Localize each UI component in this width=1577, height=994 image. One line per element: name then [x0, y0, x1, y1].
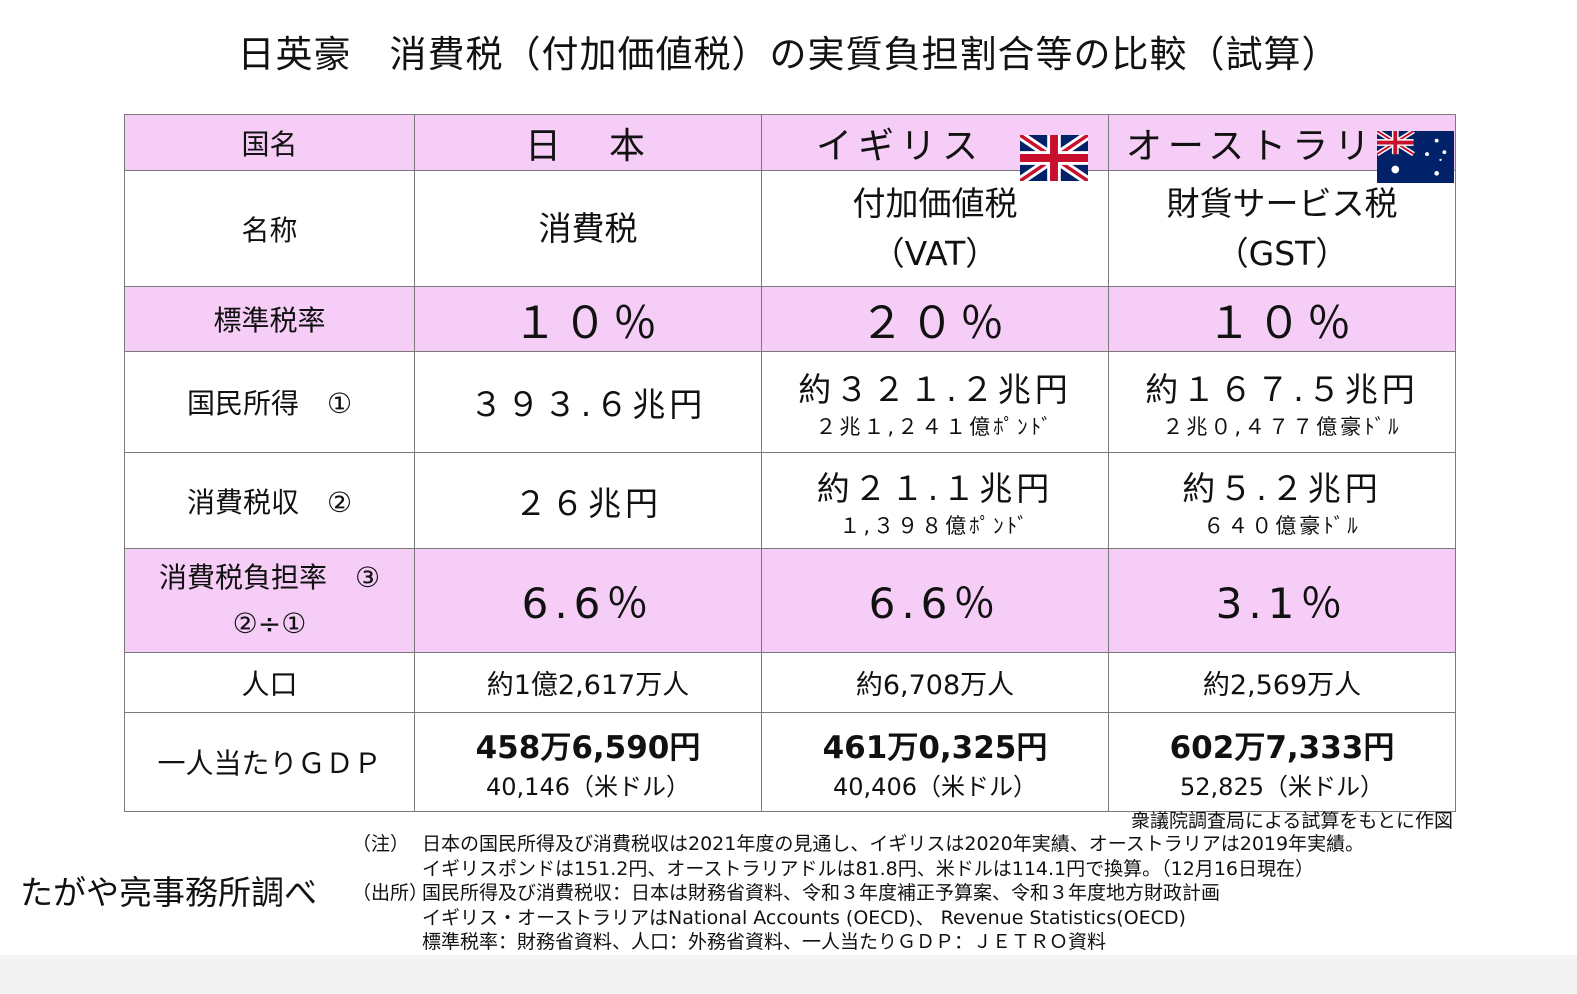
japan-name-cell: 消費税 [414, 170, 762, 287]
uk-burden-cell: 6.6％ [761, 548, 1109, 653]
row-label-income: 国民所得 ① [124, 351, 415, 453]
australia-population-cell: 約2,569万人 [1108, 652, 1456, 713]
note-row: （注） 日本の国民所得及び消費税収は2021年度の見通し、イギリスは2020年実績… [352, 832, 1512, 857]
australia-gdp-cell: 602万7,333円 52,825（米ドル） [1108, 712, 1456, 812]
source-text: 国民所得及び消費税収：日本は財務省資料、令和３年度補正予算案、令和３年度地方財政… [422, 882, 1221, 904]
australia-income-cell: 約１６７.５兆円 ２兆０,４７７億豪ﾄﾞﾙ [1108, 351, 1456, 453]
australia-revenue-cell: 約５.２兆円 ６４０億豪ﾄﾞﾙ [1108, 452, 1456, 549]
uk-population-cell: 約6,708万人 [761, 652, 1109, 713]
table-row-gdp: 一人当たりＧＤＰ 458万6,590円 40,146（米ドル） 461万0,325… [124, 712, 1456, 812]
table-row-income: 国民所得 ① ３９３.６兆円 約３２１.２兆円 ２兆１,２４１億ﾎﾟﾝﾄﾞ 約１６… [124, 351, 1456, 453]
table-row-burden: 消費税負担率 ③ ②÷① 6.6％ 6.6％ 3.1％ [124, 548, 1456, 653]
table-row-country: 国名 日 本 イギリス オーストラリア [124, 114, 1456, 183]
note-text-2: イギリスポンドは151.2円、オーストラリアドルは81.8円、米ドルは114.1… [422, 857, 1314, 880]
uk-income-cell: 約３２１.２兆円 ２兆１,２４１億ﾎﾟﾝﾄﾞ [761, 351, 1109, 453]
note-tag: （注） [352, 833, 410, 855]
credit-line: 衆議院調査局による試算をもとに作図 [1130, 810, 1453, 832]
office-signature: たがや亮事務所調べ [20, 873, 317, 912]
footnotes: （注） 日本の国民所得及び消費税収は2021年度の見通し、イギリスは2020年実績… [352, 832, 1512, 955]
australia-burden-cell: 3.1％ [1108, 548, 1456, 653]
table-row-revenue: 消費税収 ② ２６兆円 約２１.１兆円 １,３９８億ﾎﾟﾝﾄﾞ 約５.２兆円 ６４０… [124, 452, 1456, 549]
japan-income-cell: ３９３.６兆円 [414, 351, 762, 453]
row-label-burden: 消費税負担率 ③ ②÷① [124, 548, 415, 653]
row-label-rate: 標準税率 [124, 286, 415, 352]
row-label-country: 国名 [124, 114, 415, 171]
uk-rate-cell: ２０％ [761, 286, 1109, 352]
table-row-name: 名称 消費税 付加価値税 （VAT） 財貨サービス税 （GST） [124, 170, 1456, 287]
row-label-gdp: 一人当たりＧＤＰ [124, 712, 415, 812]
uk-name-cell: 付加価値税 （VAT） [761, 170, 1109, 287]
japan-revenue-cell: ２６兆円 [414, 452, 762, 549]
japan-country-cell: 日 本 [414, 114, 762, 171]
source-text-3: 標準税率：財務省資料、人口：外務省資料、一人当たりＧＤＰ：ＪＥＴＲＯ資料 [422, 931, 1107, 953]
source-row: （出所） 国民所得及び消費税収：日本は財務省資料、令和３年度補正予算案、令和３年度… [352, 881, 1512, 906]
comparison-table: 国名 日 本 イギリス オーストラリア [124, 114, 1456, 812]
australia-rate-cell: １０％ [1108, 286, 1456, 352]
japan-burden-cell: 6.6％ [414, 548, 762, 653]
row-label-name: 名称 [124, 170, 415, 287]
japan-gdp-cell: 458万6,590円 40,146（米ドル） [414, 712, 762, 812]
page-title: 日英豪 消費税（付加価値税）の実質負担割合等の比較（試算） [237, 33, 1340, 76]
source-tag: （出所） [352, 882, 429, 904]
uk-country-cell: イギリス [761, 114, 1109, 181]
note-text: 日本の国民所得及び消費税収は2021年度の見通し、イギリスは2020年実績、オー… [422, 833, 1365, 855]
australia-country-cell: オーストラリア [1108, 114, 1456, 183]
australia-name-cell: 財貨サービス税 （GST） [1108, 170, 1456, 287]
table-row-rate: 標準税率 １０％ ２０％ １０％ [124, 286, 1456, 352]
japan-population-cell: 約1億2,617万人 [414, 652, 762, 713]
row-label-revenue: 消費税収 ② [124, 452, 415, 549]
uk-revenue-cell: 約２１.１兆円 １,３９８億ﾎﾟﾝﾄﾞ [761, 452, 1109, 549]
uk-gdp-cell: 461万0,325円 40,406（米ドル） [761, 712, 1109, 812]
bottom-shade [0, 955, 1577, 994]
source-text-2: イギリス・オーストラリアはNational Accounts (OECD)、 R… [422, 906, 1186, 929]
japan-rate-cell: １０％ [414, 286, 762, 352]
table-row-population: 人口 約1億2,617万人 約6,708万人 約2,569万人 [124, 652, 1456, 713]
row-label-population: 人口 [124, 652, 415, 713]
